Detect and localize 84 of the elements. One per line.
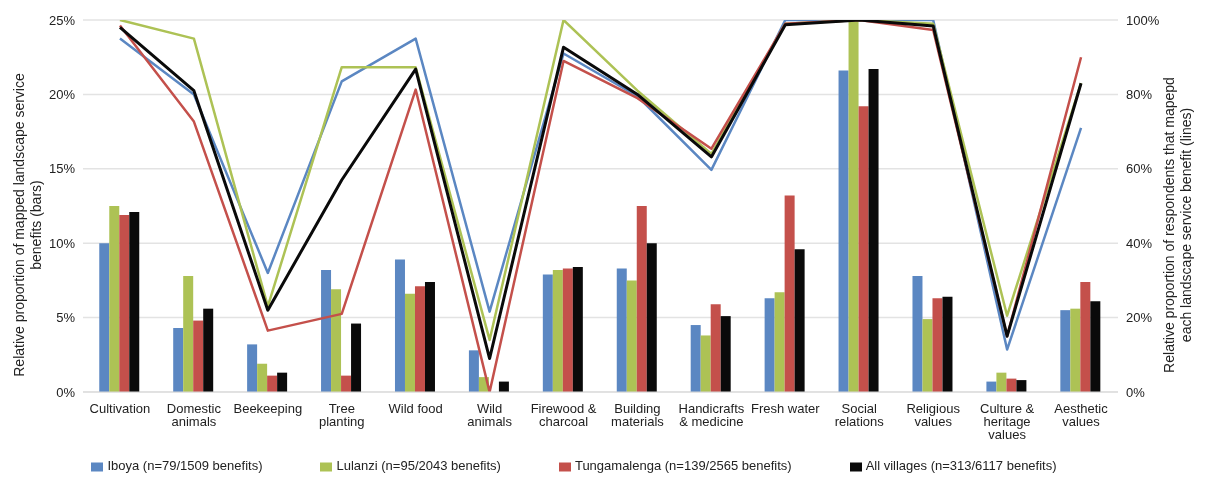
y2-axis-title: Relative proportion of respondents that mapepd each landscape service benefit (lines) <box>1161 76 1195 375</box>
bar <box>932 298 943 392</box>
y-axis-title: Relative proportion of mapped landscape service benefits (bars) <box>11 72 45 379</box>
bar <box>572 267 583 392</box>
legend-label: All villages (n=313/6117 benefits) <box>865 458 1057 473</box>
bar <box>636 206 647 392</box>
bar <box>794 249 805 392</box>
legend-label: Lulanzi (n=95/2043 benefits) <box>336 458 501 473</box>
bar <box>858 106 869 392</box>
bar <box>784 195 795 392</box>
bar <box>942 296 953 392</box>
bar <box>1090 301 1101 392</box>
x-tick-label: Cultivation <box>89 401 151 417</box>
bar <box>394 259 405 392</box>
bar <box>321 269 332 392</box>
bar <box>424 281 435 392</box>
x-tick-label: Aesthetic values <box>1054 401 1109 430</box>
x-tick-label: Culture & heritage values <box>980 401 1035 443</box>
x-tick-label: Tree planting <box>318 401 365 430</box>
bar <box>414 286 425 392</box>
bar <box>710 304 721 392</box>
y-tick-label: 5% <box>56 310 76 326</box>
bar <box>173 328 184 392</box>
bar <box>404 293 415 392</box>
y2-tick-label: 40% <box>1126 235 1153 251</box>
bar <box>341 375 352 392</box>
x-tick-label: Domestic animals <box>166 401 222 430</box>
bar <box>119 214 130 392</box>
bar <box>351 323 362 392</box>
x-tick-label: Wild food <box>388 401 443 417</box>
bar <box>848 20 859 392</box>
legend-label: Tungamalenga (n=139/2565 benefits) <box>574 458 792 473</box>
bar <box>257 363 268 392</box>
y-tick-label: 10% <box>48 235 76 251</box>
bar <box>616 268 627 392</box>
bar <box>868 69 879 392</box>
y-tick-label: 20% <box>48 87 76 103</box>
bar <box>562 268 573 392</box>
bar <box>247 344 258 392</box>
y2-tick-label: 20% <box>1126 310 1153 326</box>
bar <box>193 320 204 392</box>
bar <box>331 289 342 392</box>
bar <box>922 319 933 392</box>
bar <box>912 275 923 392</box>
bar <box>774 292 785 392</box>
y2-tick-label: 0% <box>1126 384 1146 400</box>
bar <box>690 325 701 392</box>
bar <box>1060 310 1071 392</box>
bar <box>626 280 637 392</box>
bar <box>109 206 120 392</box>
legend-label: Iboya (n=79/1509 benefits) <box>107 458 263 473</box>
x-tick-label: Firewood & charcoal <box>530 401 597 430</box>
bar <box>646 243 657 392</box>
y2-tick-label: 80% <box>1126 87 1153 103</box>
bar <box>1006 378 1017 392</box>
bar <box>542 274 553 392</box>
y2-tick-label: 100% <box>1126 12 1160 28</box>
x-tick-label: Religious values <box>906 401 961 430</box>
bar <box>996 372 1007 392</box>
bar <box>99 243 110 392</box>
y-tick-label: 15% <box>48 161 76 177</box>
y-tick-label: 25% <box>48 12 76 28</box>
bar <box>267 375 278 392</box>
bar <box>700 335 711 392</box>
x-tick-label: Fresh water <box>751 401 821 417</box>
bar <box>183 275 194 392</box>
x-tick-label: Beekeeping <box>233 401 303 417</box>
x-tick-label: Building materials <box>611 401 665 430</box>
bar <box>720 316 731 392</box>
bar <box>468 350 479 392</box>
bar <box>1016 380 1027 392</box>
bar <box>1070 308 1081 392</box>
bar <box>552 269 563 392</box>
bar <box>277 372 288 392</box>
x-tick-label: Wild animals <box>467 401 513 430</box>
x-tick-label: Social relations <box>834 401 885 430</box>
y2-tick-label: 60% <box>1126 161 1153 177</box>
bar <box>203 308 214 392</box>
bar <box>1080 281 1091 392</box>
y-tick-label: 0% <box>56 384 76 400</box>
bar <box>129 211 140 392</box>
bar <box>764 298 775 392</box>
bar <box>838 70 849 392</box>
x-tick-label: Handicrafts & medicine <box>678 401 745 430</box>
